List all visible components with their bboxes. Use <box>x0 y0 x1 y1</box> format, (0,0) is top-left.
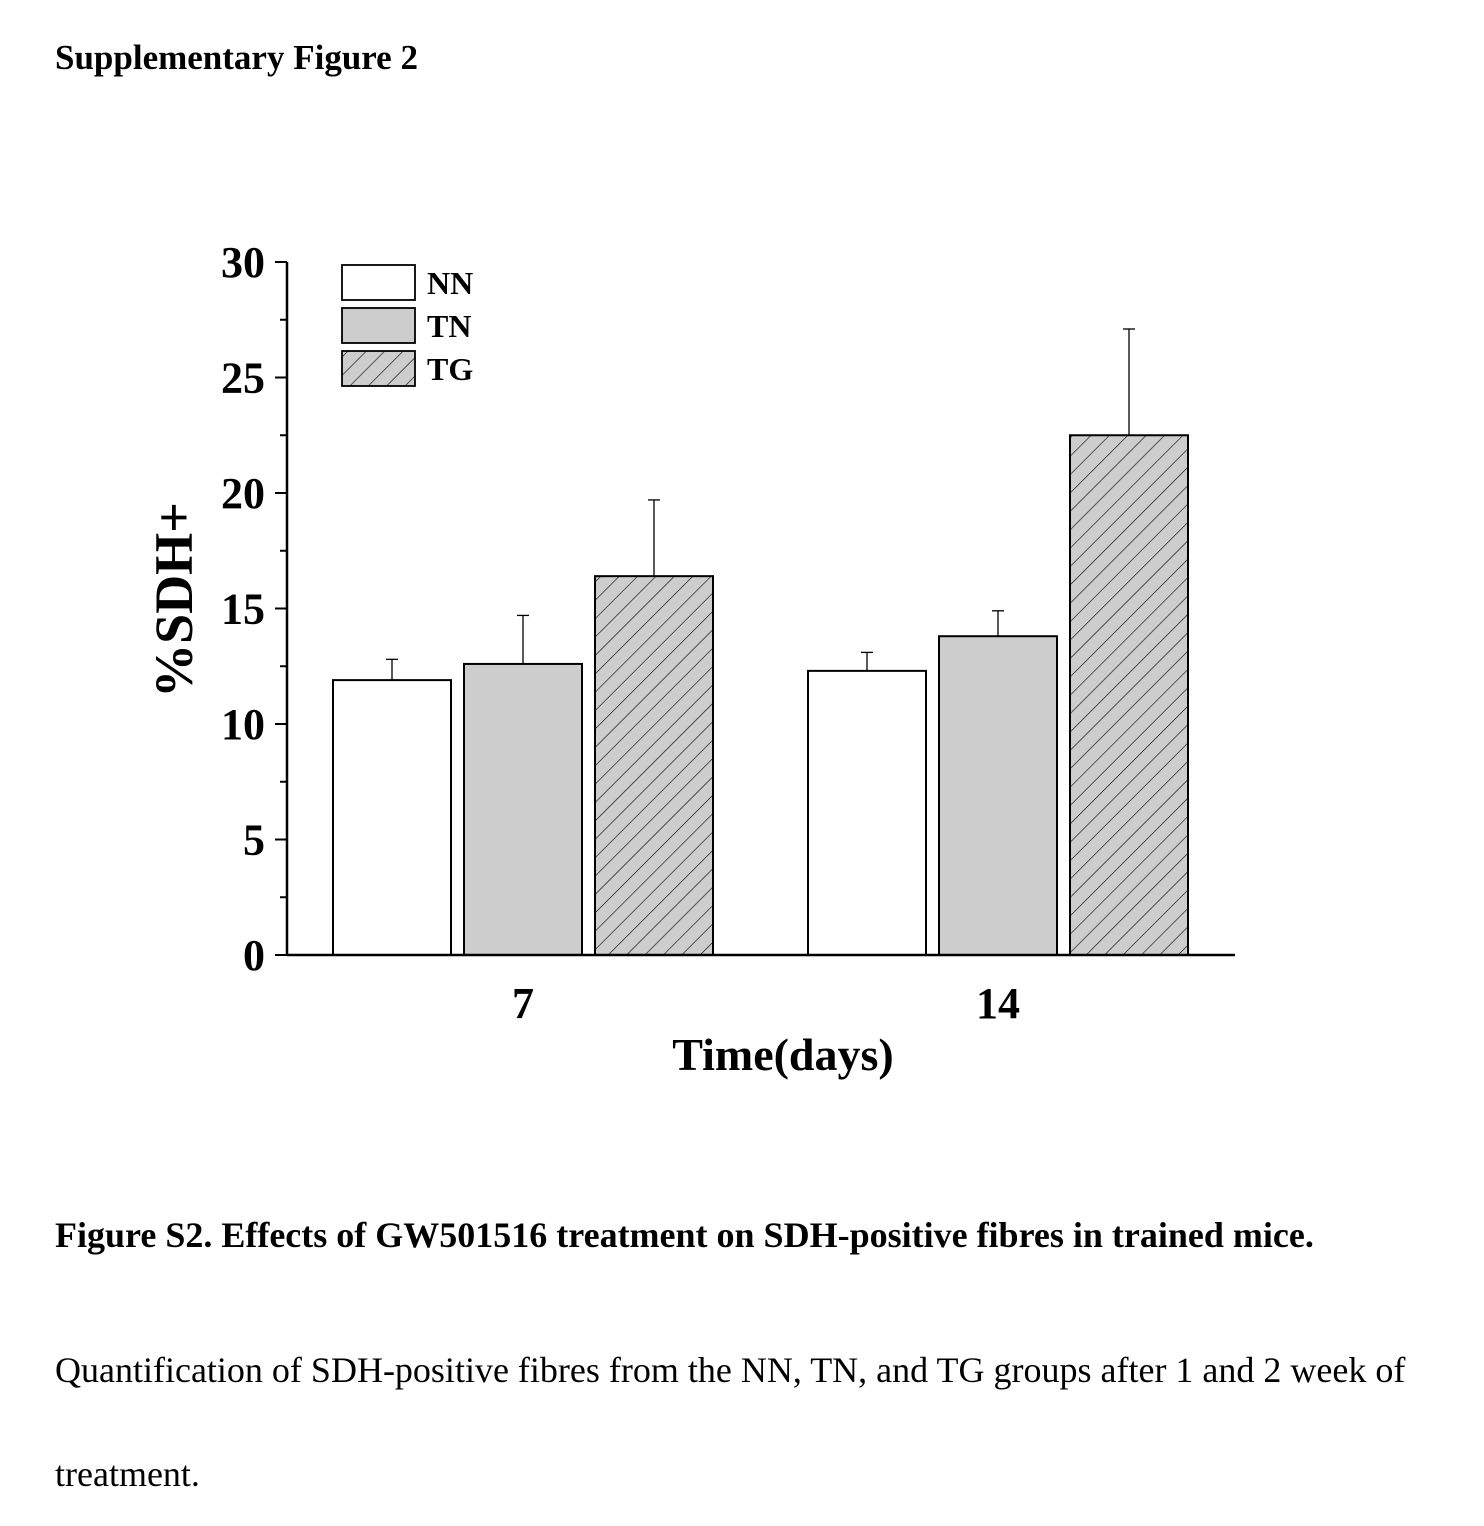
caption-title: Figure S2. Effects of GW501516 treatment… <box>55 1215 1314 1255</box>
legend-label-nn: NN <box>427 265 473 301</box>
axes-layer: 0 5 10 15 20 25 30 7 14 <box>221 238 1235 1028</box>
bar-tn-7 <box>463 662 583 956</box>
bar-nn-14 <box>807 669 927 956</box>
legend-label-tn: TN <box>427 308 471 344</box>
bar-nn-7 <box>332 679 452 956</box>
legend-swatch-nn <box>341 264 416 301</box>
bar-chart: 0 5 10 15 20 25 30 7 14 NN TN TG %SDH+ Time(days) <box>144 238 1235 1080</box>
bar-tn-14 <box>938 635 1058 956</box>
x-tick-label: 14 <box>976 979 1020 1028</box>
y-tick-label: 30 <box>221 238 265 287</box>
x-tick-label: 7 <box>512 979 534 1028</box>
y-tick-label: 10 <box>221 700 265 749</box>
caption-body: Quantification of SDH-positive fibres fr… <box>55 1350 1406 1494</box>
bar-tg-14 <box>1069 434 1189 956</box>
legend-label-tg: TG <box>427 351 473 387</box>
y-tick-label: 25 <box>221 354 265 403</box>
page-heading: Supplementary Figure 2 <box>55 38 418 77</box>
legend: NN TN TG <box>341 264 473 387</box>
legend-swatch-tn <box>341 307 416 344</box>
bars-layer <box>332 328 1189 956</box>
y-tick-label: 20 <box>221 469 265 518</box>
x-axis-label: Time(days) <box>672 1029 894 1080</box>
bar-tg-7 <box>594 575 714 956</box>
legend-swatch-tg <box>341 350 416 387</box>
y-tick-label: 15 <box>221 585 265 634</box>
y-tick-label: 0 <box>243 931 265 980</box>
y-tick-label: 5 <box>243 816 265 865</box>
y-axis-label: %SDH+ <box>144 502 204 698</box>
